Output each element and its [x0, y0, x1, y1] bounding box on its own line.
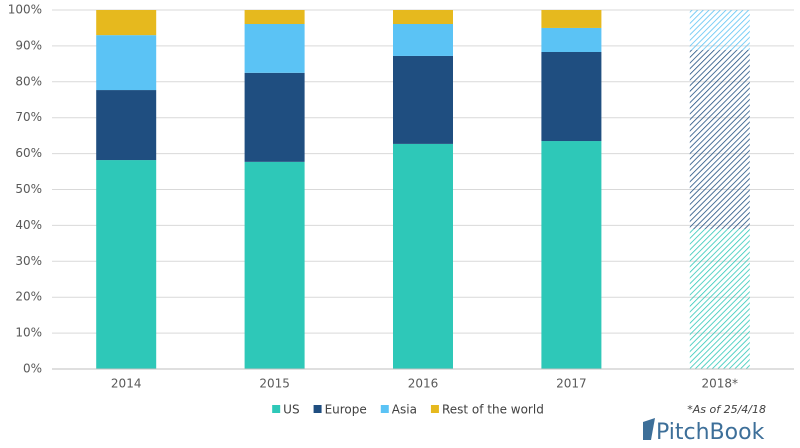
legend-label: US	[283, 403, 299, 417]
legend-swatch	[272, 405, 281, 413]
y-tick-label: 50%	[15, 182, 42, 196]
legend-swatch	[313, 405, 322, 413]
y-tick-label: 100%	[8, 3, 42, 17]
bar-segment	[393, 10, 453, 25]
bar-segment	[689, 10, 750, 50]
bar-segment	[244, 24, 305, 73]
x-tick-label: 2017	[556, 377, 587, 391]
bar-segment	[96, 160, 157, 369]
y-tick-label: 70%	[15, 110, 42, 124]
y-tick-label: 20%	[15, 290, 42, 304]
x-tick-label: 2016	[408, 377, 439, 391]
legend-label: Europe	[325, 403, 367, 417]
legend-label: Asia	[392, 403, 417, 417]
y-tick-label: 90%	[15, 38, 42, 52]
bar-segment	[541, 27, 602, 53]
bar-segment	[689, 228, 750, 369]
x-tick-label: 2014	[111, 377, 142, 391]
logo: PitchBook	[643, 418, 765, 445]
bar-segment	[393, 24, 453, 56]
y-tick-label: 0%	[23, 362, 42, 376]
annotation: *As of 25/4/18	[687, 403, 766, 416]
x-tick-label: 2018*	[702, 377, 739, 391]
y-tick-label: 10%	[15, 326, 42, 340]
bar-segment	[96, 10, 157, 36]
bar-segment	[541, 10, 602, 28]
legend-swatch	[380, 405, 389, 413]
y-tick-label: 30%	[15, 254, 42, 268]
bar-segment	[393, 55, 453, 144]
bar-segment	[244, 72, 305, 162]
bar-segment	[96, 90, 157, 161]
bar-segment	[541, 141, 602, 369]
bar-segment	[689, 49, 750, 229]
bar-segment	[393, 143, 453, 369]
logo-text: PitchBook	[656, 420, 765, 445]
legend-swatch	[430, 405, 439, 413]
bar-segment	[541, 52, 602, 142]
y-tick-label: 60%	[15, 146, 42, 160]
legend: US Europe Asia Rest of the world	[272, 403, 544, 417]
y-tick-label: 40%	[15, 218, 42, 232]
logo-icon	[643, 418, 655, 440]
legend-label: Rest of the world	[442, 403, 544, 417]
x-tick-label: 2015	[259, 377, 290, 391]
bar-segment	[96, 35, 157, 91]
bar-segment	[244, 10, 305, 25]
bar-segment	[244, 161, 305, 369]
y-tick-label: 80%	[15, 74, 42, 88]
